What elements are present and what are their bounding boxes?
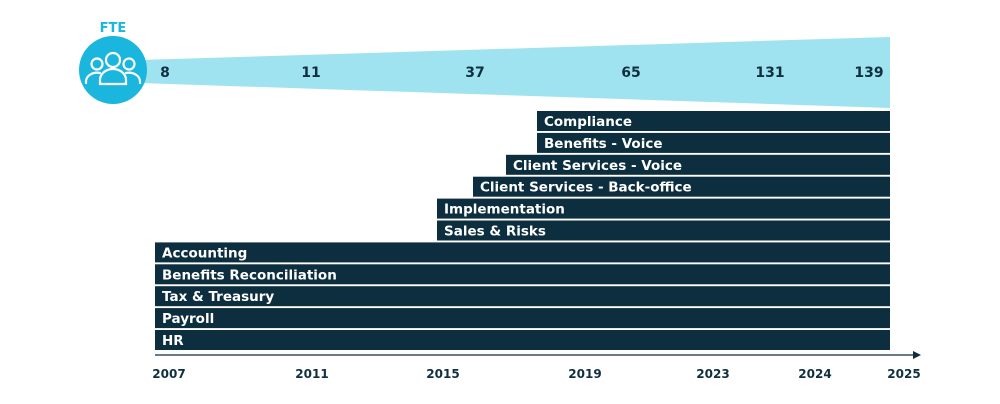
- service-bar: [437, 198, 890, 219]
- service-label: Tax & Treasury: [162, 289, 274, 305]
- fte-value: 131: [755, 65, 784, 81]
- service-bar: [155, 286, 890, 307]
- year-label: 2007: [152, 367, 185, 381]
- year-label: 2011: [295, 367, 328, 381]
- fte-badge: FTE: [79, 21, 147, 104]
- service-label: Accounting: [162, 245, 247, 261]
- year-label: 2024: [798, 367, 831, 381]
- service-label: HR: [162, 333, 184, 349]
- service-label: Compliance: [544, 114, 632, 130]
- service-bar: [155, 308, 890, 329]
- fte-values: 8 11 37 65 131 139: [160, 65, 883, 81]
- service-label: Sales & Risks: [444, 224, 546, 240]
- service-bar: [437, 220, 890, 241]
- fte-value: 65: [621, 65, 640, 81]
- fte-value: 8: [160, 65, 170, 81]
- fte-value: 139: [854, 65, 883, 81]
- service-bar: [537, 111, 890, 131]
- year-label: 2025: [887, 367, 920, 381]
- team-icon: [84, 51, 142, 86]
- fte-band: [140, 37, 890, 108]
- service-bars: Compliance Benefits - Voice Client Service…: [155, 111, 890, 350]
- year-axis: 2007 2011 2015 2019 2023 2024 2025: [152, 351, 921, 381]
- service-label: Benefits Reconciliation: [162, 267, 337, 283]
- service-label: Client Services - Voice: [513, 158, 682, 174]
- service-bar: [155, 242, 890, 263]
- x-axis-arrow: [913, 351, 921, 359]
- service-bar: [506, 154, 890, 175]
- year-label: 2023: [696, 367, 729, 381]
- fte-value: 11: [301, 65, 320, 81]
- service-bar: [537, 132, 890, 153]
- service-label: Benefits - Voice: [544, 136, 662, 152]
- service-label: Client Services - Back-office: [480, 180, 692, 196]
- fte-value: 37: [465, 65, 484, 81]
- service-bar: [155, 330, 890, 350]
- service-label: Payroll: [162, 311, 214, 327]
- fte-label: FTE: [100, 21, 127, 36]
- fte-growth-band: [140, 37, 890, 108]
- service-bar: [155, 264, 890, 285]
- service-bar: [473, 176, 890, 197]
- year-label: 2019: [568, 367, 601, 381]
- year-label: 2015: [426, 367, 459, 381]
- service-label: Implementation: [444, 202, 565, 218]
